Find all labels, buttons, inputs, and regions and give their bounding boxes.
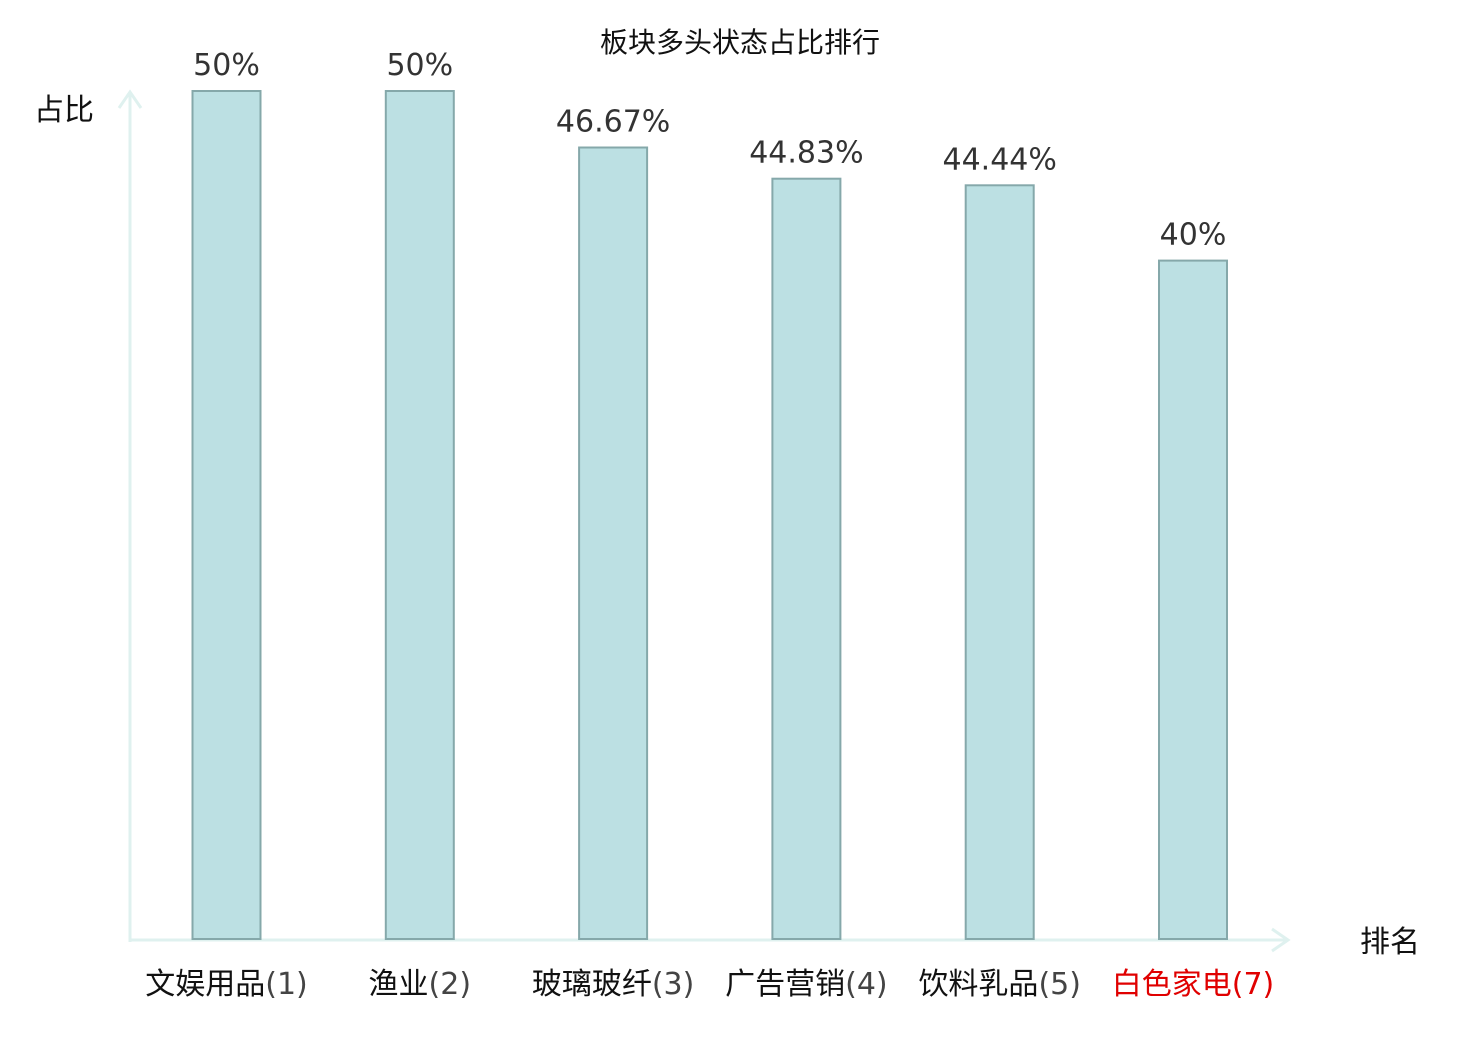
bar-2 bbox=[384, 90, 455, 940]
category-rank: (4) bbox=[845, 967, 888, 1002]
chart-title: 板块多头状态占比排行 bbox=[600, 26, 880, 59]
y-axis bbox=[117, 89, 143, 942]
value-label-5: 44.44% bbox=[943, 142, 1057, 177]
x-axis-label: 排名 bbox=[1360, 925, 1420, 960]
category-name: 玻璃玻纤 bbox=[532, 967, 652, 1002]
category-label-1: 文娱用品(1) bbox=[145, 967, 308, 1002]
category-rank: (5) bbox=[1038, 967, 1081, 1002]
value-label-2: 50% bbox=[386, 48, 453, 83]
category-name: 文娱用品 bbox=[145, 967, 265, 1002]
category-name: 渔业 bbox=[369, 967, 429, 1002]
category-name: 广告营销 bbox=[725, 967, 845, 1002]
category-name: 饮料乳品 bbox=[918, 967, 1038, 1002]
category-label-6: 白色家电(7) bbox=[1112, 967, 1275, 1002]
value-labels-group: 50% 50% 46.67% 44.83% 44.44% 40% bbox=[193, 48, 1226, 253]
category-rank: (1) bbox=[265, 967, 308, 1002]
category-rank: (7) bbox=[1232, 967, 1275, 1002]
category-rank: (3) bbox=[652, 967, 695, 1002]
bar-5 bbox=[964, 184, 1035, 941]
x-axis-arrow bbox=[1271, 927, 1291, 953]
x-axis bbox=[130, 927, 1291, 953]
bar-4 bbox=[771, 177, 842, 940]
y-axis-arrow bbox=[117, 89, 143, 109]
bar-3 bbox=[578, 146, 649, 940]
category-rank: (2) bbox=[429, 967, 472, 1002]
value-label-4: 44.83% bbox=[749, 136, 863, 171]
category-name: 白色家电 bbox=[1112, 967, 1232, 1002]
bar-1 bbox=[191, 90, 262, 940]
category-label-5: 饮料乳品(5) bbox=[918, 967, 1080, 1002]
bars-group bbox=[191, 90, 1228, 941]
category-label-3: 玻璃玻纤(3) bbox=[532, 967, 695, 1002]
category-label-2: 渔业(2) bbox=[369, 967, 472, 1002]
category-label-4: 广告营销(4) bbox=[725, 967, 888, 1002]
value-label-1: 50% bbox=[193, 48, 260, 83]
category-labels-group: 文娱用品(1) 渔业(2) 玻璃玻纤(3) 广告营销(4) 饮料乳品(5) 白色家电(7) bbox=[145, 967, 1274, 1002]
value-label-3: 46.67% bbox=[556, 105, 670, 140]
y-axis-label: 占比 bbox=[34, 93, 94, 128]
bar-6 bbox=[1158, 259, 1228, 941]
value-label-6: 40% bbox=[1160, 218, 1227, 253]
